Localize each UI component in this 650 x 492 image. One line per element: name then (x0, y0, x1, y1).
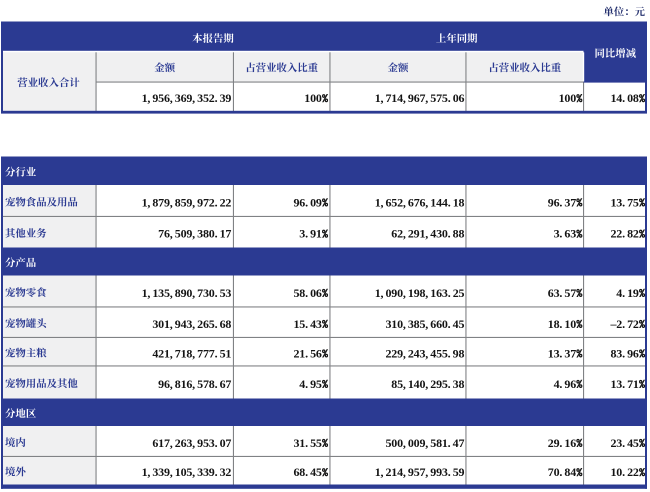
svg-text:15. 43: 15. 43 (293, 317, 321, 331)
svg-text:23. 45: 23. 45 (610, 436, 638, 450)
svg-text:1, 956, 369, 352. 39: 1, 956, 369, 352. 39 (142, 91, 232, 105)
svg-text:13. 75: 13. 75 (610, 195, 638, 209)
svg-text:63. 57: 63. 57 (548, 286, 576, 300)
svg-text:29. 16: 29. 16 (548, 436, 576, 450)
svg-text:13. 37: 13. 37 (548, 346, 576, 360)
svg-text:1, 135, 890, 730. 53: 1, 135, 890, 730. 53 (142, 286, 232, 300)
svg-text:100: 100 (304, 91, 322, 105)
svg-text:1, 214, 957, 993. 59: 1, 214, 957, 993. 59 (375, 465, 465, 479)
svg-text:4. 96: 4. 96 (554, 377, 577, 391)
svg-text:83. 96: 83. 96 (610, 346, 638, 360)
svg-text:229, 243, 455. 98: 229, 243, 455. 98 (385, 346, 464, 360)
svg-text:4. 19: 4. 19 (616, 286, 639, 300)
svg-text:1, 652, 676, 144. 18: 1, 652, 676, 144. 18 (375, 195, 465, 209)
svg-text:100: 100 (559, 91, 577, 105)
svg-text:1, 339, 105, 339. 32: 1, 339, 105, 339. 32 (142, 465, 232, 479)
svg-text:62, 291, 430. 88: 62, 291, 430. 88 (391, 227, 464, 241)
svg-text:13. 71: 13. 71 (610, 377, 638, 391)
svg-text:301, 943, 265. 68: 301, 943, 265. 68 (152, 317, 231, 331)
svg-text:31. 55: 31. 55 (293, 436, 321, 450)
svg-text:1, 879, 859, 972. 22: 1, 879, 859, 972. 22 (142, 195, 232, 209)
svg-text:617, 263, 953. 07: 617, 263, 953. 07 (152, 436, 231, 450)
svg-text:421, 718, 777. 51: 421, 718, 777. 51 (152, 346, 231, 360)
svg-text:96. 37: 96. 37 (548, 195, 576, 209)
svg-text:68. 45: 68. 45 (293, 465, 321, 479)
svg-text:85, 140, 295. 38: 85, 140, 295. 38 (391, 377, 464, 391)
svg-text:310, 385, 660. 45: 310, 385, 660. 45 (385, 317, 464, 331)
svg-text:70. 84: 70. 84 (548, 465, 576, 479)
svg-text:3. 91: 3. 91 (299, 227, 322, 241)
svg-text:3. 63: 3. 63 (554, 227, 577, 241)
svg-text:58. 06: 58. 06 (293, 286, 321, 300)
svg-text:21. 56: 21. 56 (293, 346, 321, 360)
svg-text:4. 95: 4. 95 (299, 377, 322, 391)
svg-text:14. 08: 14. 08 (610, 91, 638, 105)
svg-text:22. 82: 22. 82 (610, 227, 638, 241)
svg-text:96. 09: 96. 09 (293, 195, 321, 209)
svg-text:1, 090, 198, 163. 25: 1, 090, 198, 163. 25 (375, 286, 465, 300)
svg-text:18. 10: 18. 10 (548, 317, 576, 331)
svg-text:10. 22: 10. 22 (610, 465, 638, 479)
svg-text:–2. 72: –2. 72 (609, 317, 638, 331)
svg-text:500, 009, 581. 47: 500, 009, 581. 47 (385, 436, 464, 450)
svg-text:1, 714, 967, 575. 06: 1, 714, 967, 575. 06 (375, 91, 465, 105)
svg-text:96, 816, 578. 67: 96, 816, 578. 67 (158, 377, 231, 391)
svg-text:76, 509, 380. 17: 76, 509, 380. 17 (158, 227, 231, 241)
